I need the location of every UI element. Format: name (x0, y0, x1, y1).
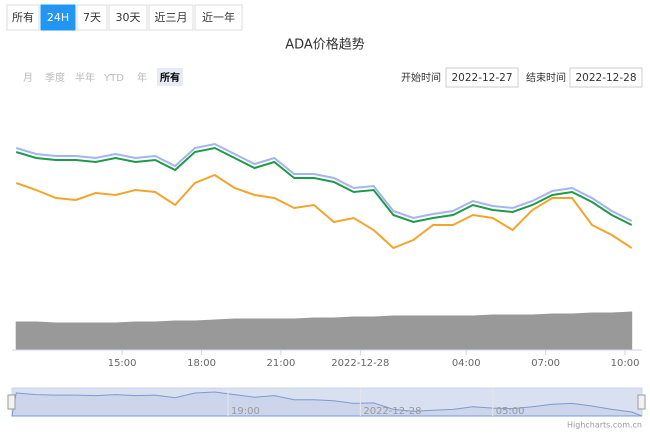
tab[interactable] (148, 4, 194, 31)
tab-label[interactable]: 7天 (83, 11, 101, 24)
range-button-label[interactable]: 季度 (45, 71, 65, 84)
tab[interactable] (40, 4, 76, 31)
tab[interactable] (76, 4, 108, 31)
tab-label[interactable]: 近一年 (202, 10, 235, 24)
x-tick-label: 04:00 (452, 358, 481, 369)
end-label: 结束时间 (526, 71, 566, 84)
tab-label[interactable]: 所有 (12, 10, 34, 24)
tab-label[interactable]: 30天 (116, 11, 141, 24)
x-tick-label: 18:00 (187, 358, 216, 369)
x-tick-label: 10:00 (611, 358, 640, 369)
range-button-label[interactable]: 年 (137, 71, 147, 84)
credits: Highcharts.com.cn (567, 421, 642, 430)
line (15, 142, 633, 222)
tab-label[interactable]: 24H (47, 11, 69, 24)
line (15, 146, 633, 226)
tab[interactable] (194, 4, 243, 31)
tab[interactable] (6, 4, 40, 31)
range-button[interactable] (157, 68, 183, 86)
range-button-label[interactable]: 月 (23, 72, 33, 84)
range-button-label[interactable]: 半年 (75, 71, 95, 84)
range-button-label[interactable]: 所有 (160, 71, 180, 84)
tab[interactable] (108, 4, 148, 31)
start-input[interactable] (445, 67, 519, 88)
line (15, 173, 633, 250)
navigator-handle[interactable] (7, 394, 16, 410)
chart-title: ADA价格趋势 (285, 37, 365, 53)
navigator-handle[interactable] (637, 394, 646, 410)
tab-label[interactable]: 近三月 (155, 11, 188, 24)
navigator-tick-label: 19:00 (231, 406, 260, 417)
navigator-tick-label: 05:00 (496, 406, 525, 417)
start-label: 开始时间 (401, 71, 441, 84)
x-tick-label: 15:00 (108, 358, 137, 369)
x-tick-label: 21:00 (267, 358, 296, 369)
area (15, 311, 633, 351)
x-tick-label: 07:00 (531, 358, 560, 369)
end-input[interactable] (569, 67, 643, 88)
navigator-series (11, 391, 643, 417)
range-button-label[interactable]: YTD (103, 73, 124, 84)
navigator-tick-label: 2022-12-28 (363, 406, 421, 417)
start-value[interactable]: 2022-12-27 (451, 72, 512, 84)
end-value[interactable]: 2022-12-28 (575, 72, 636, 84)
x-tick-label: 2022-12-28 (331, 358, 389, 369)
